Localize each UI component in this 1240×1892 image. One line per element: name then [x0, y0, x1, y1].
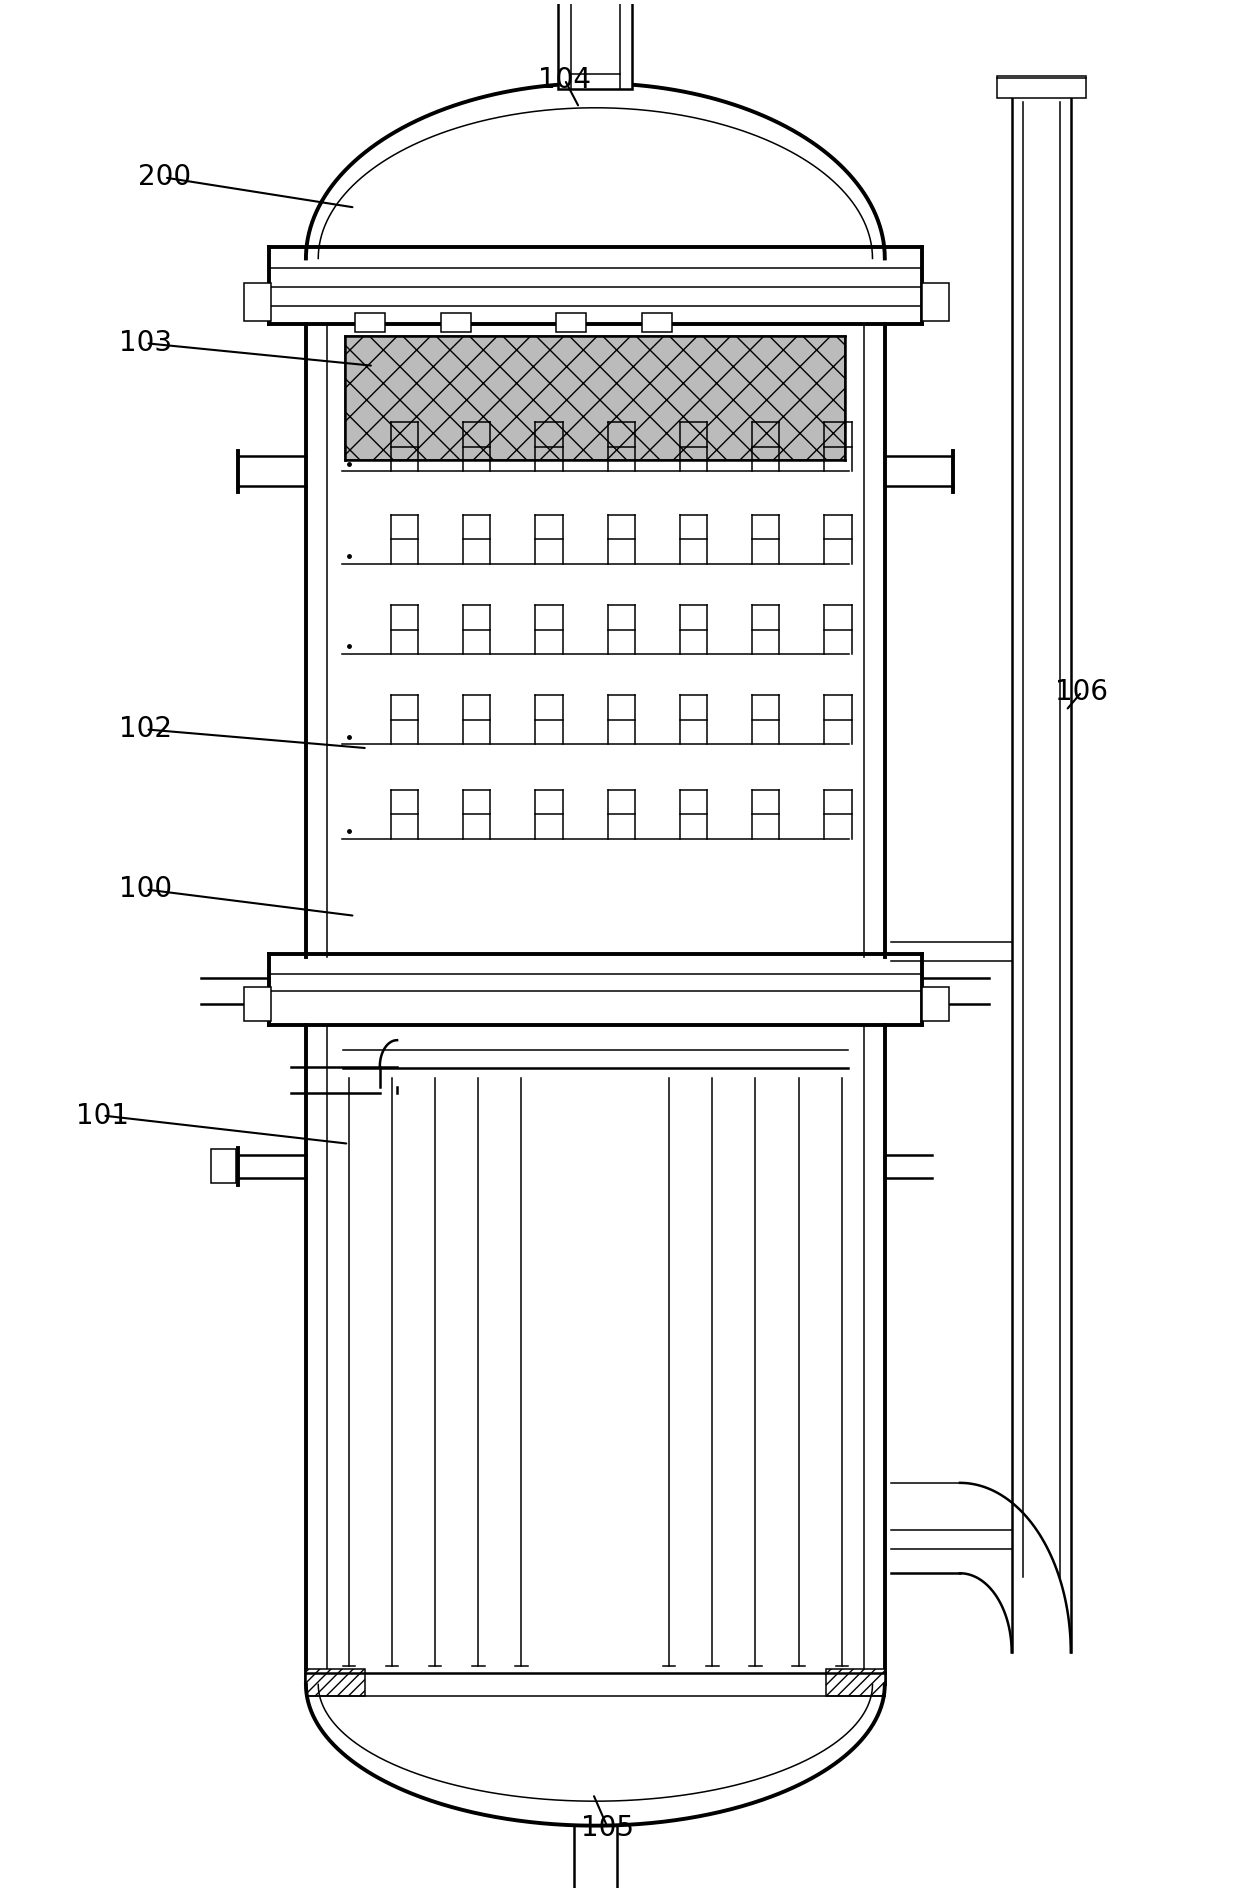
Text: 101: 101 [76, 1101, 129, 1130]
Bar [306, 1669, 365, 1695]
Bar [211, 1150, 236, 1182]
Bar [244, 284, 272, 320]
Text: 102: 102 [119, 715, 172, 744]
Text: 200: 200 [138, 163, 191, 191]
Bar [997, 76, 1085, 98]
Bar [642, 312, 672, 331]
Bar [558, 0, 632, 89]
Bar [556, 312, 585, 331]
Text: 104: 104 [538, 66, 591, 93]
Text: 106: 106 [1055, 677, 1109, 706]
Bar [921, 988, 949, 1022]
Bar [345, 335, 846, 460]
Bar [921, 284, 949, 320]
Bar [244, 988, 272, 1022]
Text: 105: 105 [582, 1814, 634, 1841]
Bar [826, 1669, 885, 1695]
Bar [355, 312, 384, 331]
Text: 103: 103 [119, 329, 172, 358]
Bar [441, 312, 471, 331]
Text: 100: 100 [119, 876, 172, 904]
